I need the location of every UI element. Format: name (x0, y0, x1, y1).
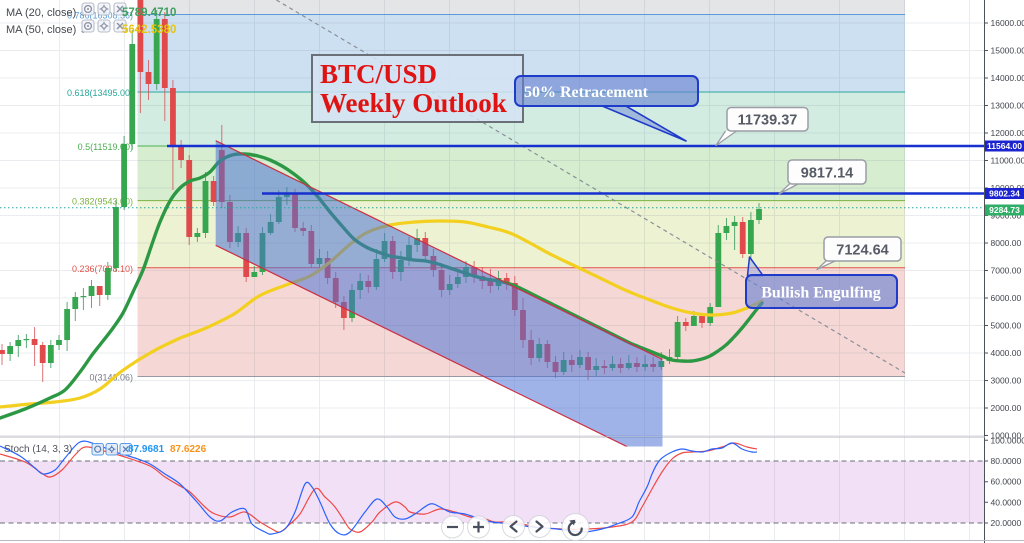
svg-text:50% Retracement: 50% Retracement (524, 84, 649, 101)
svg-text:Stoch (14, 3, 3) ⌄: Stoch (14, 3, 3) ⌄ (4, 444, 82, 455)
svg-text:5000.00: 5000.00 (991, 321, 1022, 331)
svg-text:Weekly Outlook: Weekly Outlook (320, 88, 507, 118)
svg-text:87.9681: 87.9681 (128, 444, 165, 455)
svg-text:11564.00: 11564.00 (987, 141, 1022, 151)
svg-text:20.0000: 20.0000 (991, 518, 1022, 528)
svg-text:87.6226: 87.6226 (170, 444, 207, 455)
svg-text:11000.00: 11000.00 (991, 156, 1024, 166)
svg-text:13000.00: 13000.00 (991, 101, 1024, 111)
svg-text:3000.00: 3000.00 (991, 376, 1022, 386)
svg-text:100.0000: 100.0000 (991, 435, 1024, 445)
svg-text:0.5(11519.00): 0.5(11519.00) (78, 142, 133, 152)
svg-text:60.0000: 60.0000 (991, 477, 1022, 487)
svg-text:1000.00: 1000.00 (991, 431, 1022, 441)
svg-text:5642.5380: 5642.5380 (122, 24, 176, 36)
svg-text:7000.00: 7000.00 (991, 266, 1022, 276)
svg-text:BTC/USD: BTC/USD (320, 59, 437, 89)
svg-text:12000.00: 12000.00 (991, 128, 1024, 138)
svg-text:4000.00: 4000.00 (991, 348, 1022, 358)
svg-text:16000.00: 16000.00 (991, 18, 1024, 28)
svg-text:0.382(9543.00): 0.382(9543.00) (72, 197, 133, 207)
svg-text:9802.34: 9802.34 (989, 189, 1020, 199)
svg-text:80.0000: 80.0000 (991, 456, 1022, 466)
svg-text:2000.00: 2000.00 (991, 403, 1022, 413)
svg-text:9817.14: 9817.14 (801, 166, 853, 182)
svg-text:8000.00: 8000.00 (991, 238, 1022, 248)
svg-text:14000.00: 14000.00 (991, 73, 1024, 83)
svg-text:9284.73: 9284.73 (989, 205, 1020, 215)
svg-text:11739.37: 11739.37 (738, 113, 798, 129)
svg-text:5789.4710: 5789.4710 (122, 7, 176, 19)
svg-text:0.236(7098.10): 0.236(7098.10) (72, 264, 133, 274)
svg-text:Bullish Engulfing: Bullish Engulfing (761, 285, 881, 302)
svg-text:15000.00: 15000.00 (991, 46, 1024, 56)
svg-text:7124.64: 7124.64 (836, 243, 888, 259)
svg-text:40.0000: 40.0000 (991, 497, 1022, 507)
svg-text:6000.00: 6000.00 (991, 293, 1022, 303)
svg-text:0(3146.06): 0(3146.06) (89, 373, 133, 383)
svg-text:MA (20, close) ⌄: MA (20, close) ⌄ (6, 7, 87, 19)
svg-text:0.618(13495.00): 0.618(13495.00) (67, 88, 133, 98)
svg-text:MA (50, close) ⌄: MA (50, close) ⌄ (6, 24, 87, 36)
